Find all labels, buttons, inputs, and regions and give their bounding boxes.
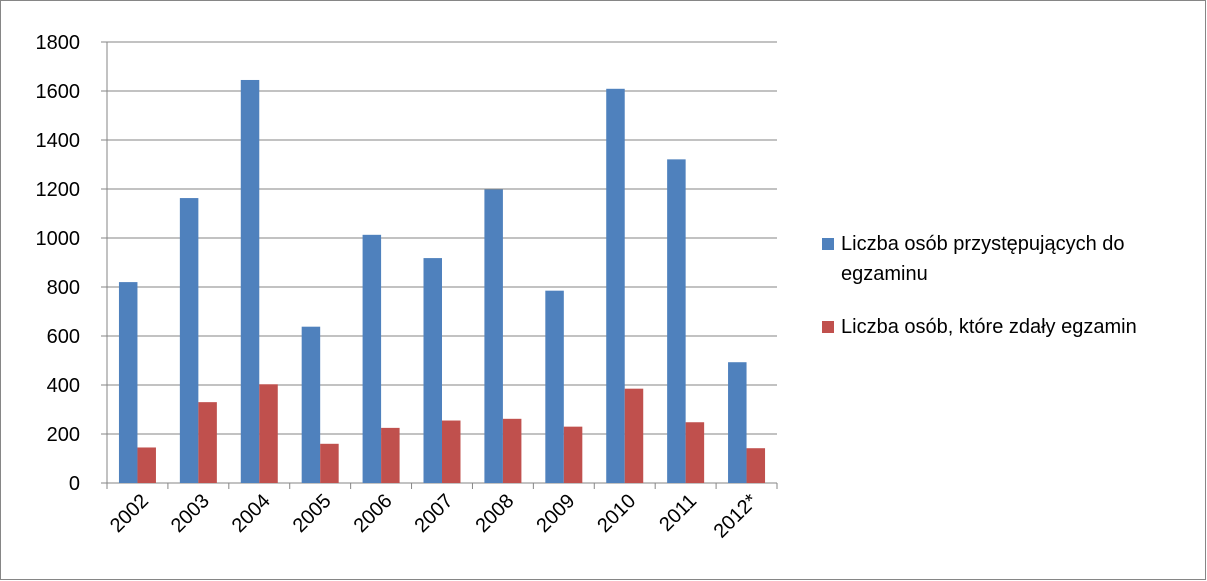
bar-passed — [746, 448, 766, 483]
bar-passed — [442, 420, 461, 483]
bar-passed — [381, 427, 400, 483]
bar-participants — [484, 189, 503, 484]
x-tick-label: 2009 — [532, 490, 579, 537]
bar-participants — [606, 88, 625, 484]
bar-participants — [179, 198, 199, 483]
legend-swatch — [822, 321, 834, 333]
legend-swatch — [822, 238, 834, 250]
x-tick-label: 2007 — [411, 490, 458, 537]
bar-passed — [320, 443, 339, 483]
bars — [118, 79, 766, 484]
bar-passed — [685, 422, 705, 483]
legend-label: Liczba osób, które zdały egzamin — [841, 316, 1137, 338]
x-tick-label: 2006 — [350, 490, 397, 537]
y-tick-label: 1400 — [36, 130, 81, 152]
x-tick-label: 2005 — [289, 490, 336, 537]
y-tick-label: 1600 — [36, 81, 81, 103]
legend-label: egzaminu — [841, 263, 928, 285]
bar-participants — [301, 326, 321, 483]
bar-participants — [545, 290, 564, 483]
bar-passed — [563, 426, 583, 483]
x-tick-label: 2008 — [471, 490, 518, 537]
bar-passed — [259, 384, 278, 483]
y-tick-label: 600 — [47, 326, 80, 348]
bar-participants — [667, 159, 686, 484]
y-tick-label: 0 — [69, 473, 80, 495]
x-tick-label: 2012* — [710, 490, 763, 543]
legend-label: Liczba osób przystępujących do — [841, 233, 1125, 255]
y-tick-label: 800 — [47, 277, 80, 299]
bar-participants — [118, 282, 138, 483]
gridlines — [107, 41, 777, 435]
x-tick-label: 2002 — [106, 490, 153, 537]
legend: Liczba osób przystępujących do egzaminu Li… — [822, 233, 1137, 338]
x-tick-label: 2011 — [655, 490, 701, 536]
bar-participants — [423, 258, 442, 483]
y-tick-label: 1200 — [36, 179, 81, 201]
bar-participants — [240, 79, 260, 483]
x-axis-tick-labels: 2002 2003 2004 2005 2006 2007 2008 2009 2010 2011… — [106, 483, 778, 543]
bar-passed — [624, 388, 644, 483]
bar-passed — [502, 418, 522, 483]
y-axis-tick-labels: 0 200 400 600 800 1000 1200 1400 1600 1800 — [36, 32, 107, 495]
x-tick-label: 2004 — [228, 490, 275, 537]
bar-participants — [728, 362, 747, 483]
y-tick-label: 1000 — [36, 228, 81, 250]
x-tick-label: 2003 — [167, 490, 214, 537]
bar-participants — [362, 234, 382, 483]
bar-passed — [198, 402, 217, 483]
y-tick-label: 1800 — [36, 32, 81, 54]
x-tick-label: 2010 — [593, 490, 640, 537]
bar-passed — [137, 447, 156, 483]
y-tick-label: 400 — [47, 375, 80, 397]
y-tick-label: 200 — [47, 424, 80, 446]
